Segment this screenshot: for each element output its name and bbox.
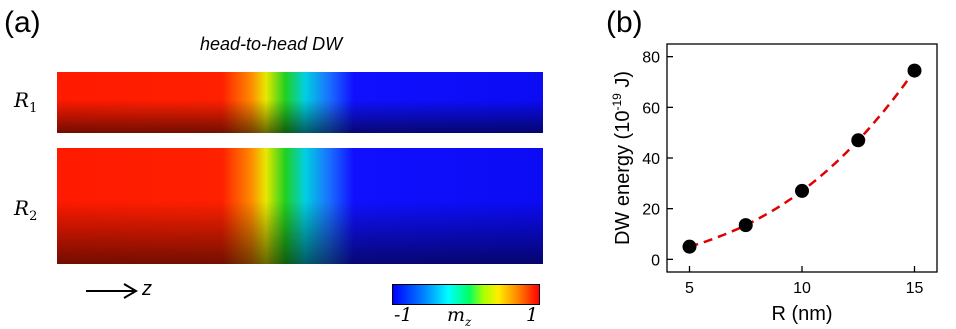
y-tick-label: 40 — [642, 151, 660, 168]
data-point — [907, 63, 922, 78]
y-axis-label: DW energy (10-19 J) — [610, 71, 634, 245]
panel-a-title: head-to-head DW — [200, 34, 343, 54]
data-point — [795, 183, 809, 198]
colorbar-max-label: 1 — [526, 304, 539, 326]
x-tick-label: 5 — [685, 280, 694, 297]
x-tick-label: 10 — [793, 280, 811, 297]
plot-frame — [666, 43, 938, 273]
y-tick-label: 80 — [642, 50, 660, 67]
panel-a-label: (a) — [4, 6, 41, 39]
nanowire-r1-magnetization-map — [57, 72, 543, 133]
data-point — [682, 239, 697, 254]
y-tick-label: 60 — [642, 100, 660, 117]
colorbar-min-label: -1 — [394, 304, 413, 326]
data-point — [851, 133, 866, 148]
wire-r2-label: R2 — [14, 196, 38, 224]
colorbar — [392, 284, 540, 305]
y-tick-label: 20 — [642, 202, 660, 219]
colorbar-title: mz — [447, 304, 472, 329]
fit-curve — [689, 69, 916, 248]
x-tick-label: 15 — [906, 280, 924, 297]
data-point — [738, 218, 753, 233]
wire-r1-label: R1 — [14, 88, 38, 116]
panel-b-label: (b) — [606, 6, 643, 39]
y-tick-label: 0 — [651, 252, 660, 269]
z-axis-label: z — [142, 278, 152, 300]
z-axis-arrow-icon — [86, 283, 138, 299]
x-axis-label: R (nm) — [771, 303, 832, 325]
dw-energy-chart: 5 10 15 0 20 40 60 80 R (nm) DW energy (10-19 J) — [610, 43, 938, 325]
nanowire-r2-magnetization-map — [57, 148, 543, 264]
